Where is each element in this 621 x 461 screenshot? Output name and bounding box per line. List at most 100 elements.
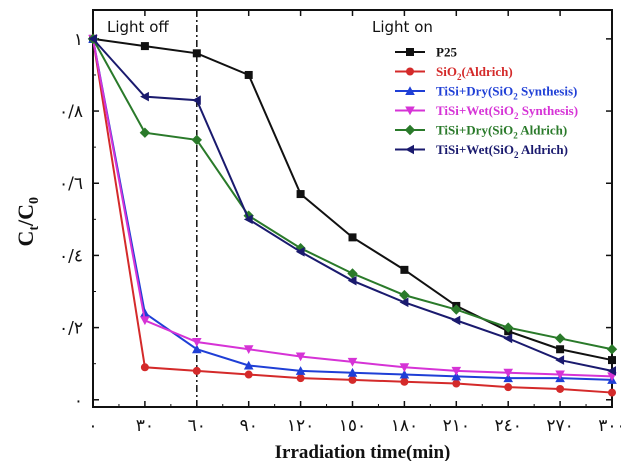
legend-entry: SiO2(Aldrich) xyxy=(395,64,513,82)
axis-ticks: ٠ ٣٠ ٦٠ ٩٠ ١٢٠ ١٥٠ ١٨٠ ٢١٠ ٢٤٠ ٢٧٠ ٣٠٠ ٠ ٠/٢ ٠/٤ ٠/٦ ٠/… xyxy=(59,10,621,436)
legend-label: TiSi+Dry(SiO2 Synthesis) xyxy=(436,84,577,102)
data-point xyxy=(348,375,357,384)
legend-entry: P25 xyxy=(395,45,457,60)
y-tick-label: ٠/٨ xyxy=(59,102,83,122)
data-point xyxy=(295,352,306,362)
data-point xyxy=(192,95,201,106)
legend-label: P25 xyxy=(436,45,457,60)
axis-titles: Irradiation time(min) Ct/C0 xyxy=(13,197,450,461)
data-point xyxy=(503,333,513,344)
data-point xyxy=(140,316,150,326)
data-point xyxy=(192,49,201,58)
legend-marker xyxy=(405,106,415,116)
data-point xyxy=(606,344,618,355)
light-on-label: Light on xyxy=(372,18,433,36)
legend-label: SiO2(Aldrich) xyxy=(436,64,513,82)
data-point xyxy=(347,268,358,279)
data-point xyxy=(295,366,306,375)
legend-marker xyxy=(405,144,414,155)
data-point xyxy=(451,366,462,376)
data-point xyxy=(243,345,254,355)
y-tick-label: ٠ xyxy=(74,391,83,411)
data-point xyxy=(556,384,565,393)
data-point xyxy=(192,338,202,347)
data-point xyxy=(139,127,151,138)
data-point xyxy=(347,367,358,377)
legend: P25 SiO2(Aldrich) TiSi+Dry(SiO2 Synthesis)… xyxy=(395,45,578,160)
data-point xyxy=(504,383,513,392)
x-tick-label: ٢٤٠ xyxy=(494,416,521,436)
data-point xyxy=(399,297,409,308)
x-axis-title: Irradiation time(min) xyxy=(275,442,451,461)
legend-entry: TiSi+Dry(SiO2 Aldrich) xyxy=(395,123,567,141)
x-tick-label: ٣٠٠ xyxy=(598,416,621,436)
data-point xyxy=(399,289,410,301)
x-tick-label: ٢٧٠ xyxy=(546,416,573,436)
series-4 xyxy=(87,33,618,355)
data-point xyxy=(140,42,149,51)
data-point xyxy=(191,134,202,146)
legend-label: TiSi+Wet(SiO2 Aldrich) xyxy=(436,142,568,160)
x-tick-label: ٩٠ xyxy=(240,416,258,436)
data-point xyxy=(400,265,409,274)
legend-marker xyxy=(405,86,415,95)
data-point xyxy=(192,344,202,354)
data-point xyxy=(296,190,305,199)
y-tick-label: ٠/٢ xyxy=(59,319,83,339)
x-tick-label: ١٨٠ xyxy=(391,416,418,436)
x-tick-label: ٠ xyxy=(88,416,97,436)
data-point xyxy=(451,371,462,381)
y-tick-label: ٠/٤ xyxy=(59,246,83,266)
legend-marker xyxy=(406,67,414,76)
x-tick-label: ٦٠ xyxy=(188,416,206,436)
data-point xyxy=(140,363,149,372)
y-axis-title: Ct/C0 xyxy=(13,197,42,247)
data-point xyxy=(451,315,461,326)
data-point xyxy=(554,333,566,344)
data-point xyxy=(608,388,616,397)
legend-entry: TiSi+Wet(SiO2 Aldrich) xyxy=(395,142,568,160)
legend-label: TiSi+Wet(SiO2 Synthesis) xyxy=(436,103,578,121)
plot-frame xyxy=(92,9,613,408)
data-point xyxy=(451,304,462,315)
light-off-label: Light off xyxy=(107,18,169,36)
y-tick-label: ٠/٦ xyxy=(59,174,83,194)
data-point xyxy=(192,366,201,375)
plot-border xyxy=(92,9,613,408)
y-tick-label: ١ xyxy=(74,30,83,50)
x-tick-label: ٣٠ xyxy=(136,416,154,436)
legend-marker xyxy=(406,48,414,56)
data-point xyxy=(348,233,357,242)
legend-entry: TiSi+Wet(SiO2 Synthesis) xyxy=(395,103,578,121)
data-point xyxy=(555,370,565,380)
data-point xyxy=(503,322,514,333)
data-point xyxy=(556,345,565,354)
data-point xyxy=(347,275,357,286)
x-tick-label: ٢١٠ xyxy=(443,416,470,436)
legend-marker xyxy=(404,124,416,136)
data-point xyxy=(452,379,461,388)
data-point xyxy=(608,356,616,365)
data-point xyxy=(140,91,149,102)
series-1 xyxy=(89,34,616,397)
x-tick-label: ١٢٠ xyxy=(287,416,314,436)
data-point xyxy=(243,214,253,225)
data-point xyxy=(295,247,305,257)
region-labels: Light off Light on xyxy=(107,18,433,36)
data-point xyxy=(607,366,616,376)
data-point xyxy=(399,369,410,379)
data-point xyxy=(347,357,358,367)
x-tick-label: ١٥٠ xyxy=(339,416,366,436)
data-point xyxy=(555,355,565,365)
data-point xyxy=(503,368,513,378)
data-point xyxy=(399,363,410,373)
data-point xyxy=(88,34,97,44)
series-5 xyxy=(88,34,616,376)
data-point xyxy=(503,373,513,383)
data-point xyxy=(140,308,150,318)
data-point xyxy=(296,374,305,383)
data-point xyxy=(400,377,409,386)
data-point xyxy=(244,370,253,379)
legend-entry: TiSi+Dry(SiO2 Synthesis) xyxy=(395,84,577,102)
